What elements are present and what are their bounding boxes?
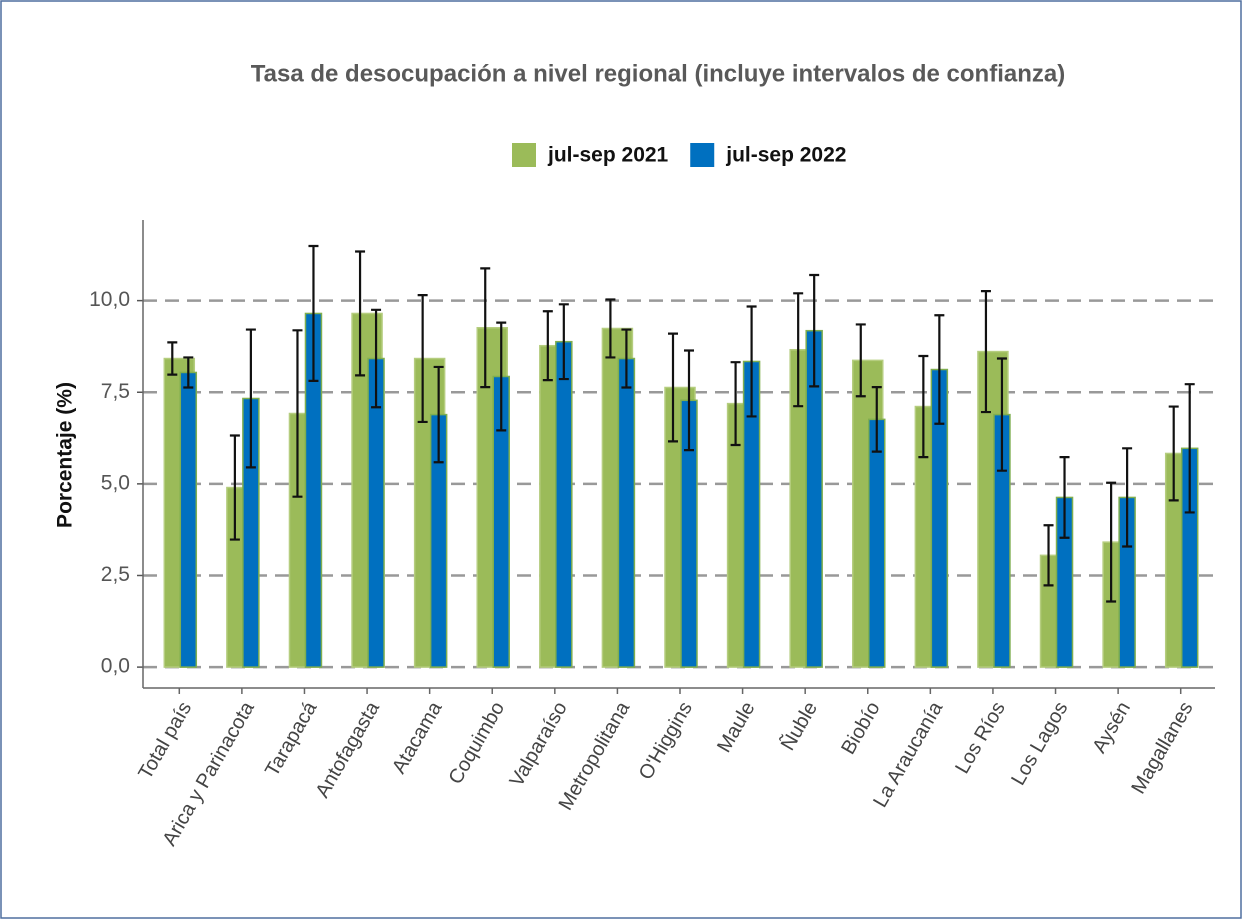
error-bar (417, 294, 428, 424)
error-bar (245, 328, 256, 469)
legend-label: jul-sep 2021 (547, 144, 669, 167)
error-bar (793, 292, 804, 408)
error-bar (229, 434, 240, 541)
y-tick-label: 5,0 (101, 471, 130, 494)
y-tick-label: 10,0 (89, 288, 130, 311)
error-bar (1122, 447, 1133, 548)
error-bar (433, 365, 444, 464)
error-bar (996, 357, 1007, 472)
bar (617, 357, 636, 668)
y-axis-label: Porcentaje (%) (54, 382, 77, 528)
error-bar (167, 341, 178, 376)
error-bar (371, 308, 382, 409)
bar (868, 418, 886, 668)
error-bar (855, 323, 866, 398)
error-bar (480, 267, 491, 389)
error-bar (918, 354, 929, 459)
error-bar (871, 386, 882, 453)
error-bar (308, 244, 319, 382)
error-bar (1059, 456, 1070, 539)
legend-swatch (512, 143, 536, 167)
error-bar (809, 273, 820, 388)
error-bar (730, 361, 741, 447)
error-bar (183, 356, 194, 389)
error-bar (496, 321, 507, 432)
y-tick-label: 7,5 (101, 380, 130, 403)
error-bar (605, 298, 616, 359)
error-bar (292, 329, 303, 498)
legend-swatch (690, 143, 715, 167)
error-bar (684, 349, 694, 452)
error-bar (746, 305, 757, 418)
error-bar (355, 250, 366, 377)
chart-title: Tasa de desocupación a nivel regional (i… (251, 60, 1065, 87)
error-bar (668, 332, 678, 443)
error-bar (1168, 405, 1179, 502)
bar (179, 371, 198, 668)
bar (555, 340, 573, 668)
error-bar (934, 314, 945, 425)
error-bar (558, 303, 569, 381)
error-bar (980, 289, 991, 414)
error-bar (542, 310, 553, 382)
error-bar (1043, 524, 1054, 587)
error-bar (621, 328, 632, 389)
y-tick-label: 2,5 (101, 563, 130, 586)
legend-label: jul-sep 2022 (725, 144, 846, 167)
y-tick-label: 0,0 (101, 655, 130, 678)
error-bar (1106, 481, 1117, 603)
error-bar (1184, 383, 1195, 514)
